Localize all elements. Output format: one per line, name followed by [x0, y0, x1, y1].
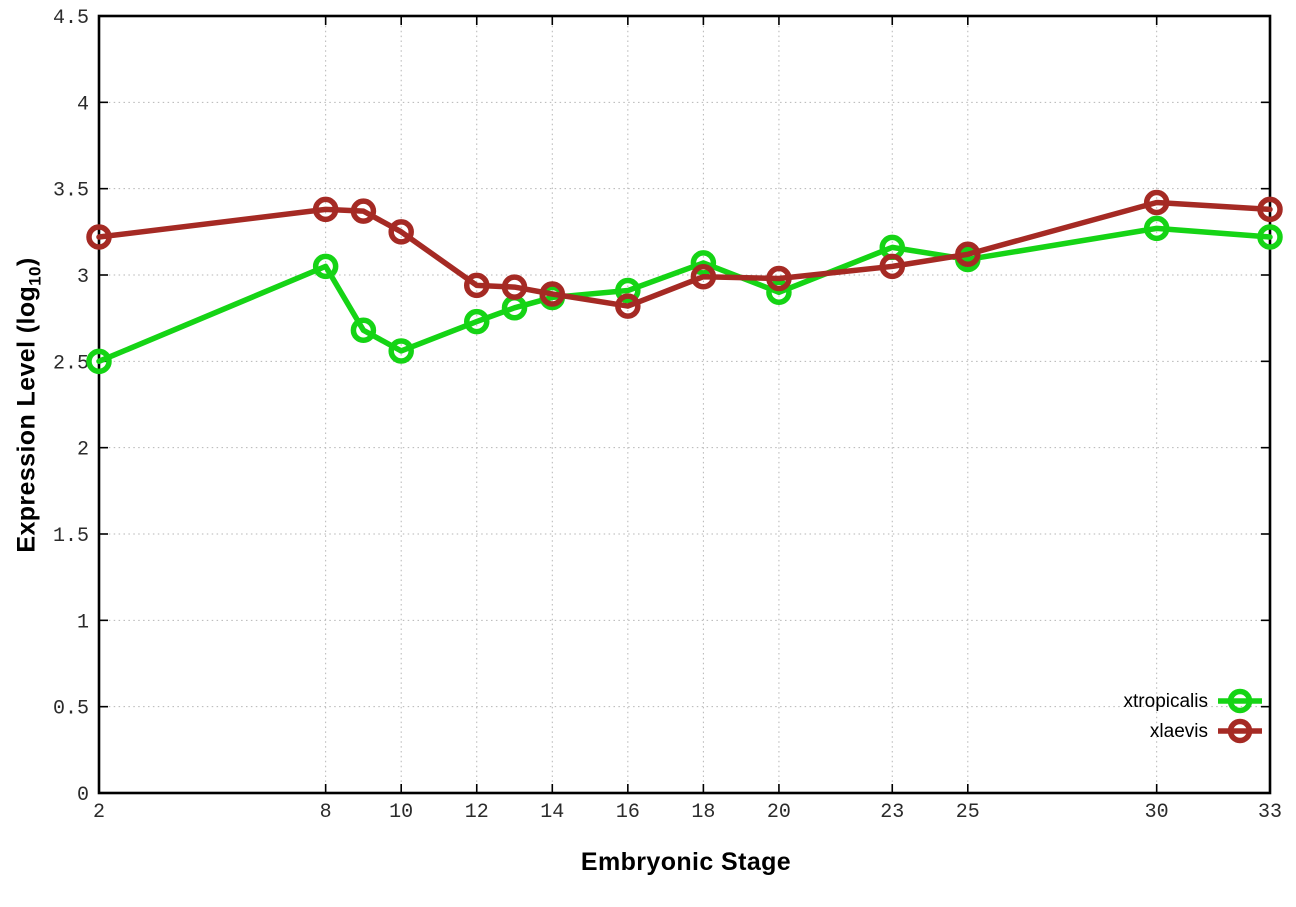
- y-axis-title-text: Expression Level (log: [12, 285, 41, 553]
- legend-item-xtropicalis: xtropicalis: [1124, 686, 1263, 716]
- legend-marker-xlaevis-icon: [1218, 718, 1262, 744]
- legend-marker-xtropicalis-icon: [1218, 688, 1262, 714]
- x-tick-label: 33: [1258, 801, 1282, 824]
- y-tick-label: 3: [77, 266, 89, 289]
- data-point-xtropicalis: [388, 338, 414, 364]
- x-tick-label: 30: [1145, 801, 1169, 824]
- series-line-xtropicalis: [96, 225, 1273, 365]
- y-tick-label: 4: [77, 93, 89, 116]
- y-tick-label: 0: [77, 784, 89, 807]
- data-point-xtropicalis: [86, 348, 112, 375]
- data-point-xlaevis: [1257, 196, 1283, 223]
- y-tick-label: 3.5: [53, 180, 89, 203]
- y-tick-label: 1: [77, 611, 89, 634]
- data-point-xlaevis: [539, 281, 566, 307]
- data-point-xlaevis: [690, 263, 717, 290]
- data-point-xtropicalis: [766, 279, 792, 306]
- data-point-xlaevis: [350, 198, 377, 224]
- data-point-xlaevis: [615, 293, 641, 319]
- x-tick-label: 20: [767, 801, 791, 824]
- y-tick-label: 2: [77, 439, 89, 462]
- data-point-xlaevis: [1143, 189, 1170, 216]
- plot-border: [97, 14, 1272, 795]
- data-point-xlaevis: [955, 241, 981, 268]
- y-tick-label: 0.5: [53, 698, 89, 721]
- legend-label-xlaevis: xlaevis: [1149, 720, 1208, 742]
- y-axis-title-suffix: ): [12, 257, 41, 267]
- x-tick-labels: 2 8 10 12 14 16 18 20 23 25 30 33: [93, 801, 1282, 824]
- data-point-xlaevis: [312, 196, 339, 223]
- series-xlaevis: [86, 189, 1283, 319]
- legend-item-xlaevis: xlaevis: [1124, 716, 1263, 746]
- data-point-xtropicalis: [312, 253, 339, 280]
- legend: xtropicalis xlaevis: [1124, 686, 1263, 746]
- y-tick-label: 2.5: [53, 352, 89, 375]
- y-tick-label: 4.5: [53, 7, 89, 30]
- x-tick-label: 23: [880, 801, 904, 824]
- x-tick-label: 2: [93, 801, 105, 824]
- x-axis-title: Embryonic Stage: [580, 848, 792, 876]
- data-point-xlaevis: [766, 265, 792, 292]
- data-point-xtropicalis: [463, 308, 490, 335]
- x-tick-label: 18: [691, 801, 715, 824]
- y-axis-title-subscript: 10: [25, 266, 45, 286]
- data-point-xtropicalis: [615, 277, 641, 304]
- tick-marks: [98, 15, 1271, 794]
- data-point-xtropicalis: [350, 317, 377, 344]
- y-tick-label: 1.5: [53, 525, 89, 548]
- x-tick-label: 16: [616, 801, 640, 824]
- gridlines: [98, 15, 1271, 794]
- y-tick-labels: 0 0.5 1 1.5 2 2.5 3 3.5 4 4.5: [53, 7, 89, 807]
- legend-label-xtropicalis: xtropicalis: [1123, 690, 1208, 712]
- data-point-xlaevis: [388, 219, 414, 245]
- x-tick-label: 10: [389, 801, 413, 824]
- data-point-xtropicalis: [690, 250, 717, 276]
- series-line-xlaevis: [96, 199, 1273, 309]
- data-point-xlaevis: [86, 224, 112, 250]
- series-xtropicalis: [86, 215, 1283, 375]
- x-tick-label: 12: [465, 801, 489, 824]
- data-point-xtropicalis: [1257, 224, 1283, 250]
- data-point-xlaevis: [463, 272, 490, 299]
- data-point-xlaevis: [501, 274, 528, 300]
- x-tick-label: 14: [540, 801, 564, 824]
- x-tick-label: 25: [956, 801, 980, 824]
- data-point-xlaevis: [879, 253, 906, 280]
- x-tick-label: 8: [320, 801, 332, 824]
- y-axis-title: Expression Level (log10): [13, 257, 46, 552]
- data-point-xtropicalis: [1143, 215, 1170, 242]
